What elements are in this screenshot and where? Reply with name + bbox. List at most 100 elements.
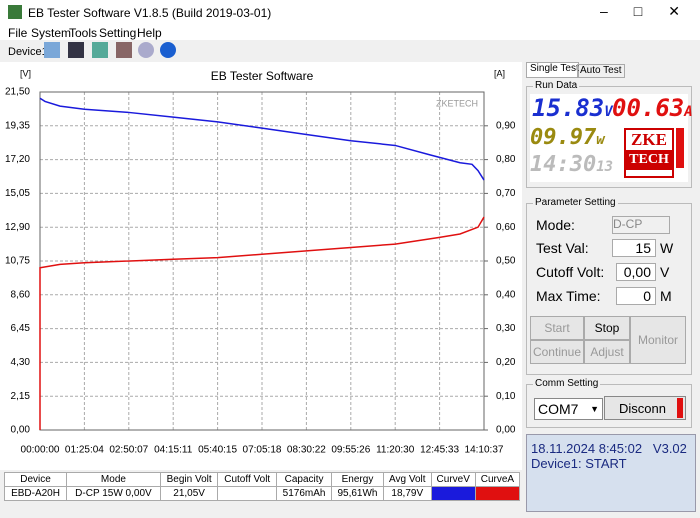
- menu-item[interactable]: Help: [137, 26, 162, 40]
- tab[interactable]: Auto Test: [577, 64, 625, 78]
- logo: ZKE TECH: [624, 128, 674, 178]
- monitor-button[interactable]: Monitor: [630, 316, 686, 364]
- status-box: 18.11.2024 8:45:02 V3.02 Device1: START: [526, 434, 696, 512]
- table-cell: CurveA: [474, 472, 521, 487]
- y-tick-label: 8,60: [11, 289, 31, 300]
- menu-bar: File System Tools Setting Help: [0, 24, 700, 40]
- y-axis-label: [V]: [20, 68, 31, 78]
- seconds: 13: [596, 159, 614, 175]
- unit: M: [660, 288, 672, 304]
- x-tick-label: 04:15:11: [154, 445, 193, 456]
- start-button[interactable]: Start: [530, 316, 584, 340]
- port: COM7: [538, 401, 579, 417]
- status-line: 18.11.2024 8:45:02 V3.02: [531, 441, 687, 456]
- x-tick-label: 05:40:15: [198, 445, 237, 456]
- x-tick-label: 01:25:04: [65, 445, 104, 456]
- tool-open[interactable]: [44, 42, 60, 58]
- tab[interactable]: Single Test: [526, 62, 579, 78]
- y-tick-label: 10,75: [5, 256, 30, 267]
- x-tick-label: 00:00:00: [21, 445, 60, 456]
- window-controls[interactable]: –□✕: [600, 3, 700, 19]
- y2-tick-label: 0,10: [496, 391, 516, 402]
- y2-tick-label: 0,00: [496, 425, 516, 436]
- table-cell: 18,79V: [382, 486, 432, 501]
- watt-reading: 09.97w: [530, 125, 605, 150]
- group-title: Parameter Setting: [533, 197, 618, 208]
- y-tick-label: 19,35: [5, 120, 30, 131]
- table-cell: Begin Volt: [159, 472, 219, 487]
- y2-tick-label: 0,40: [496, 289, 516, 300]
- y-tick-label: 21,50: [5, 87, 30, 98]
- amp-reading: 00.63A: [612, 94, 693, 122]
- label: Test Val:: [536, 240, 589, 256]
- series-line: [39, 216, 485, 430]
- adjust-button[interactable]: Adjust: [584, 340, 630, 364]
- volt-unit: V: [604, 104, 613, 120]
- device-label: Device1: [8, 46, 48, 58]
- menu-item[interactable]: File: [8, 26, 28, 40]
- x-tick-label: 09:55:26: [331, 445, 370, 456]
- x-tick-label: 07:05:18: [243, 445, 282, 456]
- y2-tick-label: 0,80: [496, 154, 516, 165]
- y-tick-label: 15,05: [5, 188, 30, 199]
- time-input[interactable]: 0: [616, 287, 656, 305]
- stop-button[interactable]: Stop: [584, 316, 630, 340]
- amp-unit: A: [684, 104, 693, 120]
- amp: 00.63: [612, 94, 685, 122]
- app-icon: [8, 5, 22, 19]
- y2-axis-label: [A]: [494, 68, 505, 78]
- table-cell: Capacity: [276, 472, 333, 487]
- table-cell: Mode: [66, 472, 161, 487]
- x-tick-label: 12:45:33: [420, 445, 459, 456]
- window-title: EB Tester Software V1.8.5 (Build 2019-03…: [28, 6, 272, 20]
- tool-save[interactable]: [68, 42, 84, 58]
- x-tick-label: 08:30:22: [287, 445, 326, 456]
- table-cell: [217, 486, 278, 501]
- volt-reading: 15.83V: [532, 94, 613, 122]
- y2-tick-label: 0,60: [496, 222, 516, 233]
- y-tick-label: 4,30: [11, 357, 31, 368]
- watt-unit: w: [596, 132, 605, 148]
- time-reading: 14:3013: [530, 152, 613, 177]
- menu-item[interactable]: System: [31, 26, 72, 40]
- table-cell: 21,05V: [159, 486, 219, 501]
- plot-frame: [39, 91, 485, 431]
- logo-text: ZKE: [631, 130, 667, 149]
- mode-select[interactable]: D-CP: [612, 216, 670, 234]
- continue-button[interactable]: Continue: [530, 340, 584, 364]
- label: Cutoff Volt:: [536, 264, 605, 280]
- label: Max Time:: [536, 288, 601, 304]
- title-bar: [0, 0, 700, 24]
- result-table: Device Mode Begin Volt Cutoff Volt Capacity E…: [3, 472, 521, 501]
- volt: 15.83: [532, 94, 605, 122]
- unit: V: [660, 264, 670, 280]
- logo-text: TECH: [626, 150, 672, 170]
- tool-chart[interactable]: [92, 42, 108, 58]
- port-select[interactable]: COM7 ▼: [534, 398, 603, 420]
- tool-info[interactable]: [160, 42, 176, 58]
- watt: 09.97: [530, 125, 597, 150]
- cutoff-input[interactable]: 0,00: [616, 263, 656, 281]
- y2-tick-label: 0,90: [496, 120, 516, 131]
- tool-settings[interactable]: [116, 42, 132, 58]
- y-tick-label: 17,20: [5, 154, 30, 165]
- group-title: Run Data: [533, 80, 580, 91]
- menu-item[interactable]: Setting: [99, 26, 137, 40]
- x-tick-label: 11:20:30: [376, 445, 415, 456]
- menu-item[interactable]: Tools: [69, 26, 98, 40]
- y-tick-label: 2,15: [11, 391, 31, 402]
- x-tick-label: 02:50:07: [109, 445, 148, 456]
- table-cell: CurveV: [430, 472, 476, 487]
- table-cell: Energy: [331, 472, 384, 487]
- table-cell: Avg Volt: [382, 472, 432, 487]
- status-bar: [676, 128, 684, 168]
- table-cell: [474, 486, 521, 501]
- table-cell: Device: [3, 472, 68, 487]
- disconnect-button[interactable]: Disconn: [604, 396, 686, 420]
- table-cell: [430, 486, 476, 501]
- table-cell: D-CP 15W 0,00V: [66, 486, 161, 501]
- tool-search[interactable]: [138, 42, 154, 58]
- chart-bg: [0, 62, 522, 470]
- test-input[interactable]: 15: [612, 239, 656, 257]
